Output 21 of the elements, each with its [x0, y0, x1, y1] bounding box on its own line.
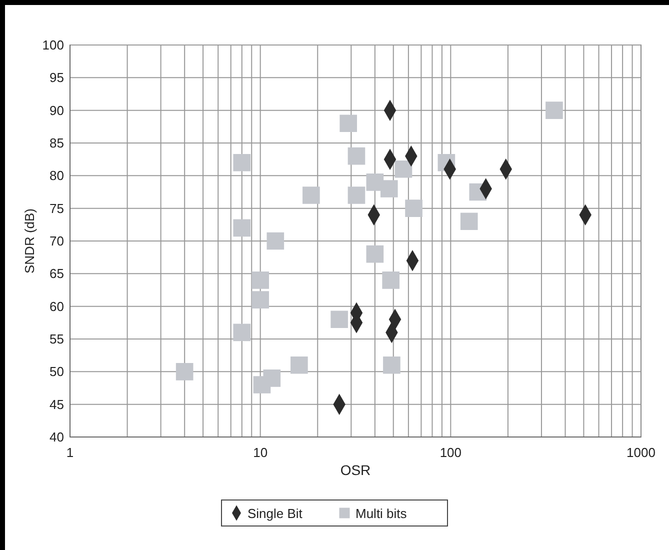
x-axis-title: OSR	[340, 462, 371, 478]
y-tick-label: 75	[50, 200, 64, 216]
y-tick-label: 90	[50, 102, 64, 118]
y-tick-label: 85	[50, 136, 64, 150]
y-tick-label: 100	[42, 38, 64, 52]
legend-label: Single Bit	[248, 506, 303, 521]
y-tick-label: 65	[50, 266, 64, 282]
legend-label: Multi bits	[356, 506, 408, 521]
x-tick-label: 1	[66, 445, 74, 460]
y-tick-label: 45	[50, 396, 64, 412]
x-tick-label: 1000	[626, 445, 656, 460]
x-tick-label: 100	[440, 445, 462, 460]
y-tick-label: 95	[50, 70, 64, 86]
y-tick-label: 70	[50, 234, 64, 248]
y-tick-label: 50	[50, 364, 64, 380]
x-tick-label: 10	[253, 445, 268, 460]
y-axis-title: SNDR (dB)	[22, 208, 37, 274]
y-tick-label: 55	[50, 332, 64, 346]
y-tick-label: 40	[50, 430, 64, 444]
y-tick-label: 60	[50, 298, 64, 314]
y-tick-label: 80	[50, 168, 64, 184]
